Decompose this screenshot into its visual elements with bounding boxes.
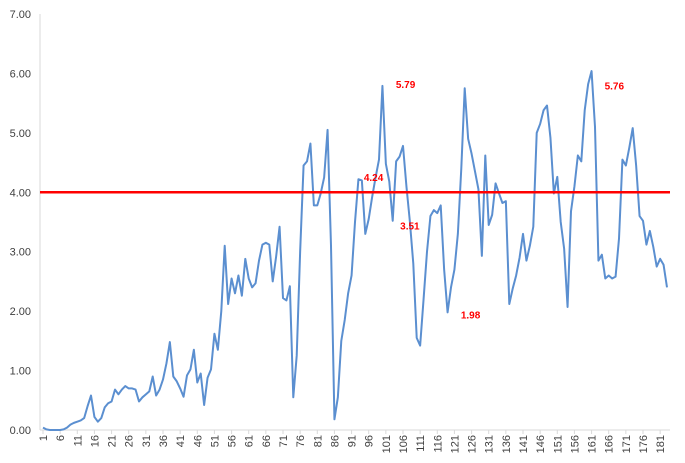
y-axis: 0.00 1.00 2.00 3.00 4.00 5.00 6.00 7.00 xyxy=(10,9,41,437)
y-tick-label: 0.00 xyxy=(10,425,31,437)
x-tick-label: 96 xyxy=(364,435,376,447)
x-tick-label: 131 xyxy=(484,435,496,453)
x-tick-label: 26 xyxy=(124,435,136,447)
annotation-layer: 5.79 4.24 3.51 1.98 5.76 xyxy=(364,80,625,321)
x-tick-label: 6 xyxy=(55,435,67,441)
x-tick-label: 176 xyxy=(638,435,650,453)
x-tick-label: 76 xyxy=(295,435,307,447)
x-tick-label: 71 xyxy=(278,435,290,447)
x-tick-label: 81 xyxy=(312,435,324,447)
x-tick-label: 11 xyxy=(72,435,84,446)
series-layer xyxy=(42,70,668,431)
data-label: 4.24 xyxy=(364,173,384,184)
data-label: 5.76 xyxy=(605,82,625,93)
x-tick-label: 156 xyxy=(569,435,581,453)
x-tick-label: 116 xyxy=(432,435,444,453)
x-tick-label: 146 xyxy=(535,435,547,453)
data-label: 5.79 xyxy=(396,80,416,91)
x-tick-label: 111 xyxy=(415,435,427,452)
x-tick-label: 46 xyxy=(192,435,204,447)
x-tick-label: 91 xyxy=(347,435,359,447)
y-tick-label: 1.00 xyxy=(10,366,31,378)
x-tick-label: 121 xyxy=(449,435,461,453)
x-tick-label: 141 xyxy=(518,435,530,453)
y-tick-label: 7.00 xyxy=(10,9,31,21)
y-tick-label: 3.00 xyxy=(10,247,31,259)
x-tick-label: 106 xyxy=(398,435,410,453)
x-tick-label: 171 xyxy=(621,435,633,453)
x-tick-label: 1 xyxy=(38,435,50,441)
x-tick-label: 136 xyxy=(501,435,513,453)
x-tick-label: 166 xyxy=(604,435,616,453)
x-tick-label: 181 xyxy=(655,435,667,453)
x-tick-label: 161 xyxy=(587,435,599,453)
x-tick-label: 41 xyxy=(175,435,187,447)
x-tick-label: 101 xyxy=(381,435,393,453)
x-tick-label: 51 xyxy=(209,435,221,447)
data-label: 3.51 xyxy=(400,221,420,232)
x-tick-label: 151 xyxy=(552,435,564,453)
x-tick-label: 61 xyxy=(244,435,256,447)
x-tick-label: 86 xyxy=(329,435,341,447)
x-tick-label: 31 xyxy=(141,435,153,447)
x-tick-label: 21 xyxy=(107,435,119,447)
x-tick-label: 16 xyxy=(89,435,101,447)
y-tick-label: 4.00 xyxy=(10,187,31,199)
series-line xyxy=(42,70,668,431)
data-label: 1.98 xyxy=(461,310,481,321)
x-axis: 1 6 11 16 21 26 31 36 41 46 51 56 61 66 71 76 81 86 91 96 10… xyxy=(38,429,670,453)
x-tick-label: 56 xyxy=(227,435,239,447)
y-tick-label: 5.00 xyxy=(10,128,31,140)
y-tick-label: 2.00 xyxy=(10,306,31,318)
x-tick-label: 126 xyxy=(467,435,479,453)
x-tick-label: 66 xyxy=(261,435,273,447)
y-tick-label: 6.00 xyxy=(10,68,31,80)
x-tick-label: 36 xyxy=(158,435,170,447)
